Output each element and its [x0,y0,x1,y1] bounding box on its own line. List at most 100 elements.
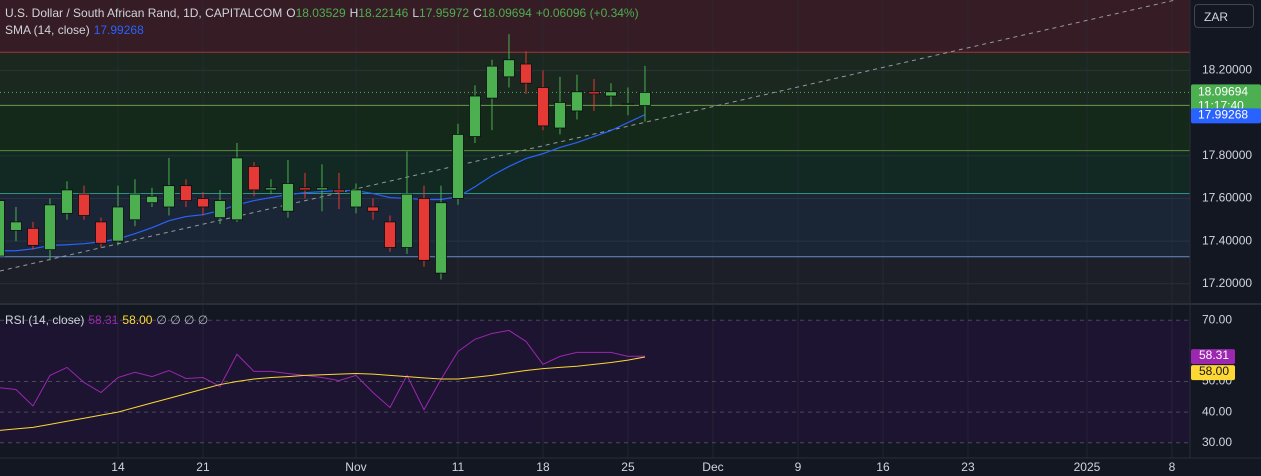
y-tick-label: 30.00 [1202,435,1232,449]
candle-body [401,193,413,248]
ohlc-letter: O [286,6,296,20]
candle-body [622,103,634,105]
price-badge [1191,84,1261,115]
candle-body [10,221,22,231]
rsi-sma-value: 58.00 [122,313,153,327]
ohlc-letter: L [412,6,420,20]
symbol-header: U.S. Dollar / South African Rand, 1D, CA… [5,6,639,20]
candle-body [197,198,209,208]
candle-body [44,204,56,251]
x-tick-label: 18 [536,460,550,474]
candle-body [78,193,90,216]
zone [0,0,1190,53]
candle-body [333,189,345,193]
symbol: U.S. Dollar / South African Rand, 1D, CA… [5,6,283,20]
sma-name: SMA (14, close) [5,23,90,37]
x-tick-label: Nov [345,460,366,474]
ohlc-value: 18.03529 [295,6,346,20]
candle-body [486,65,498,99]
candle-body [503,59,515,78]
candle-body [95,221,107,244]
rsi-name: RSI (14, close) [5,313,85,327]
candle-body [418,198,430,261]
sma-header: SMA (14, close) 17.99268 [5,23,144,37]
rsi-header: RSI (14, close) 58.31 58.00 ∅ ∅ ∅ ∅ [5,313,208,327]
currency-button[interactable]: ZAR [1194,4,1254,28]
ohlc-item: L17.95972 [412,6,469,20]
rsi-sma-line [0,356,646,431]
y-tick-label: 70.00 [1202,312,1232,326]
change: +0.06096 (+0.34%) [535,6,639,20]
rsi-pane [0,305,1190,458]
candle-body [571,91,583,112]
candle-body [282,183,294,212]
candle-body [299,187,311,191]
candle-body [384,221,396,248]
sma-value: 17.99268 [93,23,144,37]
zone [0,256,1190,303]
ohlc-value: 17.95972 [419,6,470,20]
sma-badge [1191,108,1261,124]
x-tick-label: 21 [196,460,210,474]
rsi-badge [1191,365,1235,381]
price-badge-value: 18.09694 [1198,85,1248,99]
zone [0,52,1190,106]
y-tick-label: 17.80000 [1202,148,1252,162]
price-pane [0,0,1190,303]
candle-body [231,157,243,221]
zone [0,105,1190,151]
candle-body [520,63,532,84]
candle-body [0,200,5,257]
candle-body [605,91,617,97]
candle-body [180,185,192,201]
ohlc-letter: H [349,6,359,20]
candle-body [588,91,600,95]
candle-body [129,193,141,221]
candle-body [435,202,447,274]
ohlc-item: H18.22146 [350,6,409,20]
zone [0,193,1190,257]
ohlc-value: 18.09694 [481,6,532,20]
x-tick-label: 14 [111,460,125,474]
rsi-badge-value: 58.00 [1199,364,1229,378]
y-tick-label: 18.20000 [1202,63,1252,77]
candle-body [350,189,362,208]
rsi-value: 58.31 [88,313,119,327]
trendline [0,0,1176,272]
candle-body [265,187,277,191]
candle-body [452,134,464,199]
candle-body [554,102,566,129]
rsi-extra: ∅ ∅ ∅ ∅ [156,313,209,327]
ohlc-item: O18.03529 [286,6,345,20]
y-tick-label: 40.00 [1202,404,1232,418]
x-tick-label: 16 [876,460,890,474]
candle-body [61,189,73,214]
sma-badge-value: 17.99268 [1198,108,1248,122]
x-tick-label: 23 [961,460,975,474]
candle-body [248,166,260,191]
ohlc-item: C18.09694 [473,6,532,20]
rsi-badge [1191,349,1235,365]
ohlc-value: 18.22146 [358,6,409,20]
rsi-line [0,329,645,411]
candle-body [27,227,39,246]
candle-body [367,206,379,212]
candle-body [163,185,175,208]
x-tick-label: Dec [702,460,723,474]
y-tick-label: 17.40000 [1202,233,1252,247]
x-tick-label: 25 [621,460,635,474]
candle-body [214,200,226,219]
y-tick-label: 17.20000 [1202,276,1252,290]
rsi-badge-value: 58.31 [1199,348,1229,362]
x-tick-label: 8 [1169,460,1176,474]
candle-body [146,195,158,204]
x-tick-label: 9 [795,460,802,474]
candle-body [639,92,651,106]
ohlc-letter: C [473,6,482,20]
y-tick-label: 17.60000 [1202,191,1252,205]
candle-body [112,206,124,242]
zone [0,150,1190,194]
candle-body [316,187,328,191]
